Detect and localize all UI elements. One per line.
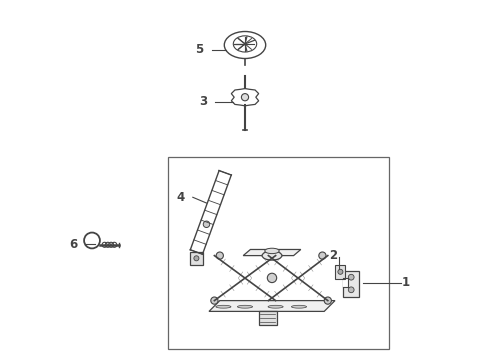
Bar	[343, 278, 347, 287]
Ellipse shape	[292, 305, 307, 308]
Polygon shape	[243, 249, 301, 256]
Circle shape	[216, 252, 223, 259]
Ellipse shape	[262, 251, 282, 260]
Text: 6: 6	[70, 238, 77, 251]
Circle shape	[203, 221, 210, 228]
Circle shape	[268, 273, 277, 283]
Ellipse shape	[216, 305, 231, 308]
Circle shape	[348, 287, 354, 293]
Ellipse shape	[238, 305, 252, 308]
Text: 5: 5	[195, 43, 203, 56]
Text: 4: 4	[176, 191, 185, 204]
Ellipse shape	[265, 248, 279, 253]
Ellipse shape	[268, 305, 283, 308]
Text: 3: 3	[199, 95, 207, 108]
Text: 1: 1	[402, 276, 410, 289]
Circle shape	[211, 297, 218, 304]
Circle shape	[242, 94, 248, 101]
Circle shape	[319, 252, 326, 259]
Circle shape	[348, 274, 354, 280]
Bar	[259, 311, 277, 325]
Bar	[190, 252, 203, 265]
Bar	[343, 271, 359, 297]
Bar	[168, 157, 389, 349]
Bar	[335, 265, 345, 279]
Circle shape	[194, 256, 199, 261]
Circle shape	[338, 269, 343, 274]
Text: 2: 2	[329, 249, 337, 262]
Circle shape	[324, 297, 331, 304]
Polygon shape	[209, 301, 335, 311]
